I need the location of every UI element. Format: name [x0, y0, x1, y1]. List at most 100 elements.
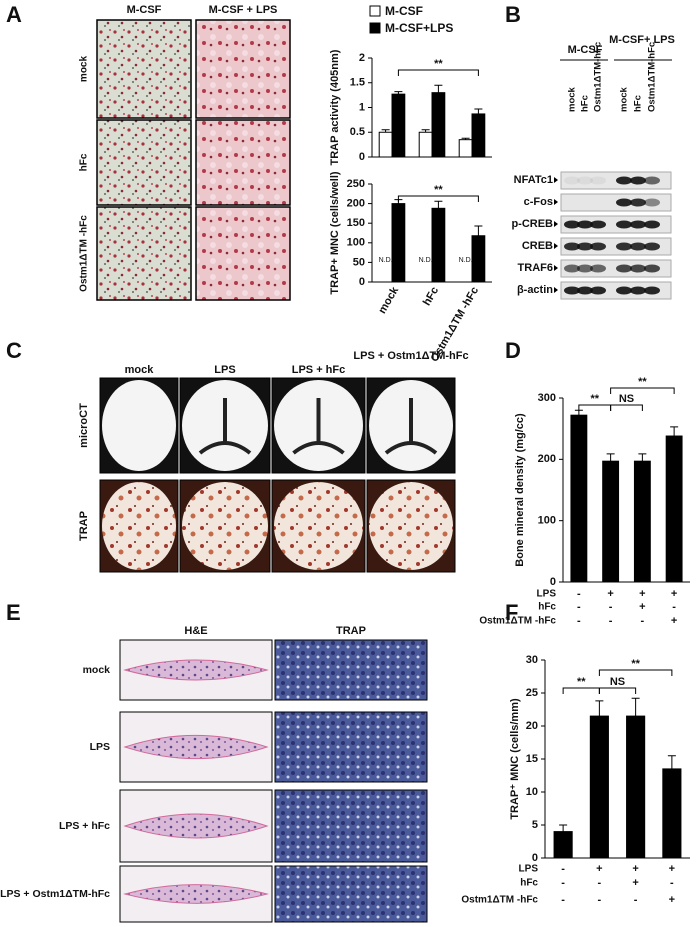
band: [577, 176, 593, 185]
band: [644, 286, 660, 295]
x-tick-label: hFc: [421, 285, 441, 308]
section-image: [274, 789, 428, 863]
bar: [378, 131, 393, 158]
error-bar: [559, 824, 568, 832]
significance-bracket: [397, 195, 479, 202]
band: [564, 242, 580, 251]
significance-label: NS: [610, 676, 625, 688]
y-tick-label: 150: [347, 217, 365, 229]
row-label: mock: [83, 664, 111, 676]
condition-sign: +: [669, 894, 675, 906]
arrowhead: [554, 221, 558, 227]
skull: [182, 482, 268, 570]
band: [590, 242, 606, 251]
panel-letter: F: [505, 600, 518, 625]
significance-label: **: [434, 184, 443, 196]
condition-sign: +: [671, 588, 677, 600]
panel-letter: E: [6, 600, 21, 625]
condition-sign: +: [632, 863, 638, 875]
row-label: TRAP: [78, 511, 90, 541]
error-bar: [638, 453, 647, 462]
condition-sign: -: [577, 615, 581, 627]
significance-label: **: [590, 393, 599, 405]
significance-bracket: [610, 404, 643, 411]
panel-letter: B: [505, 2, 521, 27]
column-header: TRAP: [336, 625, 366, 637]
band: [630, 242, 646, 251]
bar: [471, 113, 486, 158]
lane-label: Ostm1ΔTM-hFc: [593, 42, 604, 112]
error-bar: [434, 200, 443, 209]
condition-sign: -: [598, 894, 602, 906]
bar: [665, 435, 683, 583]
condition-label: hFc: [538, 602, 556, 613]
value-label: N.D.: [379, 257, 393, 264]
column-header: M-CSF: [127, 4, 162, 16]
group-header: M-CSF: [568, 44, 603, 56]
tissue: [123, 734, 269, 760]
panel-letter: D: [505, 338, 521, 363]
bar: [633, 460, 651, 583]
row-label: Ostm1ΔTM -hFc: [79, 215, 90, 292]
y-tick-label: 50: [353, 256, 365, 268]
error-bar: [595, 700, 604, 717]
condition-label: hFc: [520, 878, 538, 889]
y-tick-label: 10: [526, 786, 538, 798]
condition-sign: +: [639, 601, 645, 613]
y-axis-label: Bone mineral density (mg/cc): [514, 413, 526, 567]
lane-label: Ostm1ΔTM-hFc: [647, 42, 658, 112]
y-tick-label: 250: [347, 178, 365, 190]
row-label: LPS + Ostm1ΔTM-hFc: [0, 888, 110, 900]
condition-sign: +: [607, 588, 613, 600]
y-tick-label: 25: [526, 687, 538, 699]
bar: [458, 139, 473, 158]
band: [590, 176, 606, 185]
column-header: mock: [125, 364, 155, 376]
panel-letter: A: [6, 2, 22, 27]
y-tick-label: 30: [526, 654, 538, 666]
condition-sign: -: [641, 615, 645, 627]
significance-label: **: [638, 376, 647, 388]
error-bar: [667, 755, 676, 769]
condition-sign: -: [561, 894, 565, 906]
tissue: [123, 884, 269, 904]
condition-sign: -: [609, 615, 613, 627]
bar: [431, 207, 446, 283]
significance-bracket: [397, 69, 479, 76]
row-label: LPS: [90, 741, 110, 753]
condition-label: LPS: [537, 589, 557, 600]
band: [630, 286, 646, 295]
significance-label: **: [631, 658, 640, 670]
y-tick-label: 300: [538, 392, 556, 404]
arrowhead: [554, 265, 558, 271]
band: [577, 220, 593, 229]
y-axis-label: TRAP⁺ MNC (cells/mm): [509, 698, 521, 820]
column-header: LPS + hFc: [292, 364, 346, 376]
lane-label: mock: [619, 86, 630, 112]
band: [590, 286, 606, 295]
significance-bracket: [598, 687, 637, 694]
row-label: microCT: [78, 403, 90, 448]
row-label: mock: [79, 56, 90, 83]
error-bar: [574, 409, 583, 416]
legend-swatch: [369, 5, 381, 17]
error-bar: [461, 137, 470, 140]
error-bar: [434, 84, 443, 93]
lane-label: mock: [567, 86, 578, 112]
condition-sign: -: [577, 601, 581, 613]
condition-sign: -: [598, 877, 602, 889]
band: [630, 220, 646, 229]
condition-sign: +: [669, 863, 675, 875]
skull: [102, 380, 176, 471]
band: [577, 286, 593, 295]
value-label: N.D.: [459, 257, 473, 264]
protein-label: p-CREB: [511, 218, 553, 230]
bar: [626, 715, 646, 859]
y-tick-label: 1: [359, 101, 365, 113]
skull: [369, 482, 453, 570]
band: [564, 264, 580, 273]
error-bar: [474, 108, 483, 114]
band: [630, 198, 646, 207]
